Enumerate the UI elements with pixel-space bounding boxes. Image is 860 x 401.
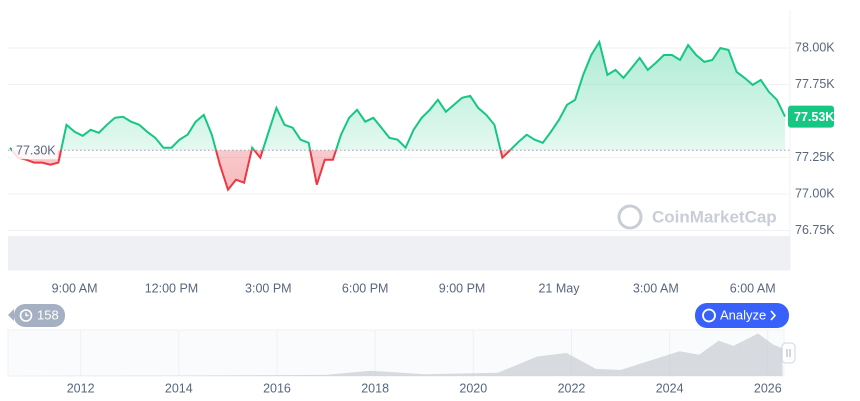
scroll-handle[interactable] (781, 342, 796, 364)
history-badge[interactable]: 158 (8, 304, 65, 327)
reference-label: 77.30K (16, 144, 56, 158)
overview-tick-label: 2020 (459, 381, 487, 395)
y-tick-label: 78.00K (795, 40, 835, 54)
overview-area (11, 333, 783, 376)
current-price-label: 77.53K (794, 110, 834, 124)
x-tick-label: 3:00 PM (245, 281, 292, 295)
overview-tick-label: 2014 (165, 381, 193, 395)
x-tick-label: 9:00 AM (52, 281, 98, 295)
overview-tick-label: 2012 (67, 381, 95, 395)
overview-tick-label: 2022 (558, 381, 586, 395)
x-tick-label: 12:00 PM (145, 281, 199, 295)
reference-label-bg (12, 142, 58, 160)
analyze-button[interactable]: Analyze (695, 303, 789, 328)
area-up (10, 42, 785, 151)
current-price-badge (788, 105, 834, 128)
overview-tick-label: 2024 (656, 381, 684, 395)
watermark-text: CoinMarketCap (652, 207, 777, 226)
price-line-up (9, 39, 786, 151)
x-tick-label: 21 May (538, 281, 580, 295)
analyze-label: Analyze (720, 307, 766, 322)
overview-tick-label: 2016 (263, 381, 291, 395)
y-tick-label: 76.75K (795, 223, 835, 237)
watermark: CoinMarketCap (617, 204, 777, 230)
volume-strip (8, 236, 790, 270)
y-tick-label: 77.25K (795, 150, 835, 164)
overview-tick-label: 2026 (754, 381, 782, 395)
x-tick-label: 6:00 PM (342, 281, 389, 295)
x-tick-label: 3:00 AM (633, 281, 679, 295)
overview-tick-label: 2018 (361, 381, 389, 395)
x-tick-label: 9:00 PM (439, 281, 486, 295)
history-count: 158 (37, 307, 59, 322)
x-tick-label: 6:00 AM (730, 281, 776, 295)
y-tick-label: 77.75K (795, 77, 835, 91)
y-tick-label: 77.00K (795, 186, 835, 200)
